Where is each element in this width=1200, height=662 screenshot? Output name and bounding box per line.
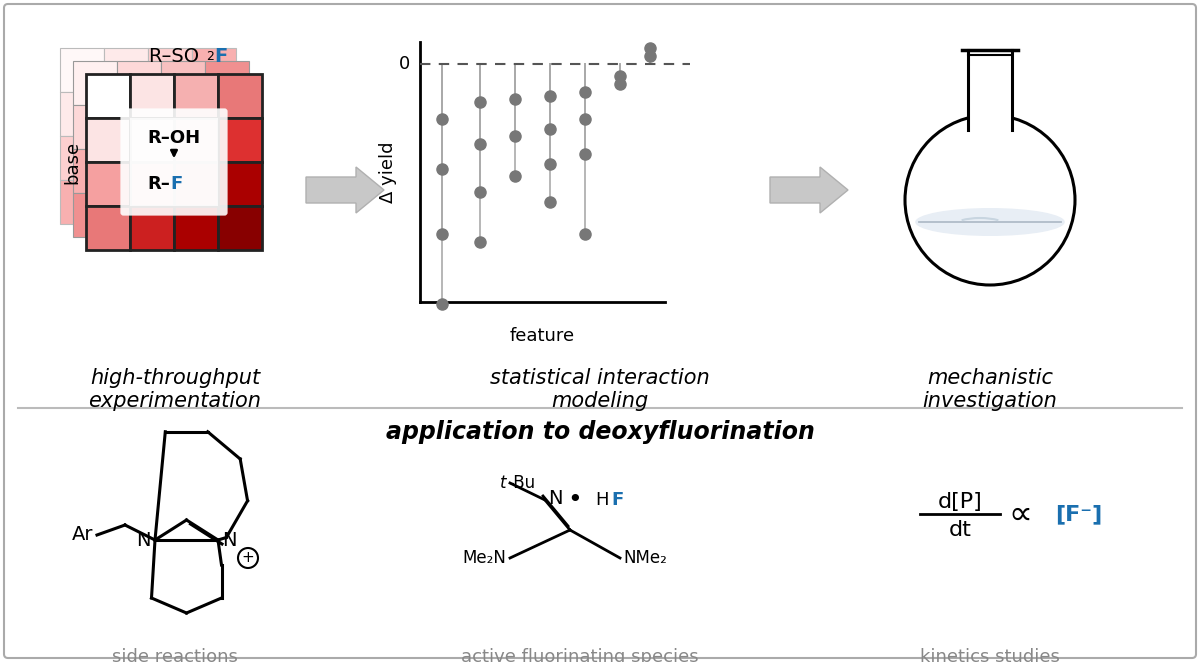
Bar (104, 48, 148, 92)
Bar (130, 118, 174, 162)
Bar (174, 162, 218, 206)
Text: kinetics studies: kinetics studies (920, 648, 1060, 662)
Text: Me₂N: Me₂N (462, 549, 506, 567)
Bar (86, 118, 130, 162)
Bar (73, 193, 118, 237)
Bar (60, 136, 104, 180)
Bar (73, 149, 118, 193)
Bar (86, 162, 130, 206)
Text: -Bu: -Bu (508, 474, 535, 492)
Text: F: F (170, 175, 182, 193)
Text: high-throughput
experimentation: high-throughput experimentation (89, 368, 262, 411)
Bar (161, 105, 205, 149)
Bar (192, 136, 236, 180)
Text: d[P]: d[P] (937, 492, 983, 512)
Bar (148, 48, 192, 92)
Bar (148, 136, 192, 180)
Bar (130, 162, 174, 206)
Bar (205, 105, 250, 149)
Bar (73, 105, 118, 149)
Bar (218, 118, 262, 162)
Text: R–SO: R–SO (149, 48, 199, 66)
FancyArrow shape (770, 167, 848, 213)
Bar (60, 48, 104, 92)
Text: ∝: ∝ (1008, 498, 1032, 530)
Text: F: F (611, 491, 623, 509)
Bar (174, 74, 218, 118)
Bar (118, 193, 161, 237)
Bar (192, 92, 236, 136)
Bar (130, 206, 174, 250)
Bar (130, 118, 218, 206)
Text: •: • (568, 488, 582, 512)
Bar (104, 180, 148, 224)
Bar (60, 92, 104, 136)
Text: NMe₂: NMe₂ (623, 549, 667, 567)
Text: mechanistic
investigation: mechanistic investigation (923, 368, 1057, 411)
Bar (161, 149, 205, 193)
Bar (218, 206, 262, 250)
Text: R–: R– (148, 175, 170, 193)
Bar (205, 193, 250, 237)
Text: N: N (548, 489, 563, 508)
Bar (192, 180, 236, 224)
Text: base: base (64, 140, 82, 183)
Bar (130, 74, 174, 118)
Text: F: F (214, 48, 227, 66)
Bar (218, 162, 262, 206)
Bar (174, 206, 218, 250)
Circle shape (238, 548, 258, 568)
Text: application to deoxyfluorination: application to deoxyfluorination (385, 420, 815, 444)
Text: N: N (222, 530, 236, 549)
Bar (218, 74, 262, 118)
Text: side reactions: side reactions (112, 648, 238, 662)
Bar (86, 74, 130, 118)
Bar (192, 48, 236, 92)
Text: t: t (499, 474, 506, 492)
Text: active fluorinating species: active fluorinating species (461, 648, 698, 662)
Text: feature: feature (510, 327, 575, 345)
Bar (174, 118, 218, 162)
Text: 0: 0 (398, 55, 410, 73)
Text: Ar: Ar (72, 526, 94, 545)
Bar (205, 149, 250, 193)
Bar (104, 92, 148, 136)
Bar (161, 61, 205, 105)
Text: statistical interaction
modeling: statistical interaction modeling (490, 368, 710, 411)
Bar (205, 61, 250, 105)
Polygon shape (968, 50, 1012, 130)
Bar (73, 61, 118, 105)
Bar (161, 193, 205, 237)
Text: H: H (595, 491, 608, 509)
FancyArrow shape (306, 167, 384, 213)
Text: R–OH: R–OH (148, 129, 200, 147)
Text: +: + (241, 551, 254, 565)
Bar (118, 105, 161, 149)
Text: dt: dt (948, 520, 972, 540)
FancyBboxPatch shape (4, 4, 1196, 658)
Text: Δ yield: Δ yield (379, 141, 397, 203)
Text: [F⁻]: [F⁻] (1055, 504, 1103, 524)
Text: 2: 2 (206, 50, 214, 63)
Circle shape (905, 115, 1075, 285)
Bar (86, 206, 130, 250)
Bar (60, 180, 104, 224)
Bar (118, 149, 161, 193)
FancyBboxPatch shape (120, 109, 228, 216)
Ellipse shape (916, 208, 1064, 236)
Text: N: N (137, 530, 151, 549)
Bar (104, 136, 148, 180)
Bar (148, 180, 192, 224)
Bar (148, 92, 192, 136)
Bar (118, 61, 161, 105)
